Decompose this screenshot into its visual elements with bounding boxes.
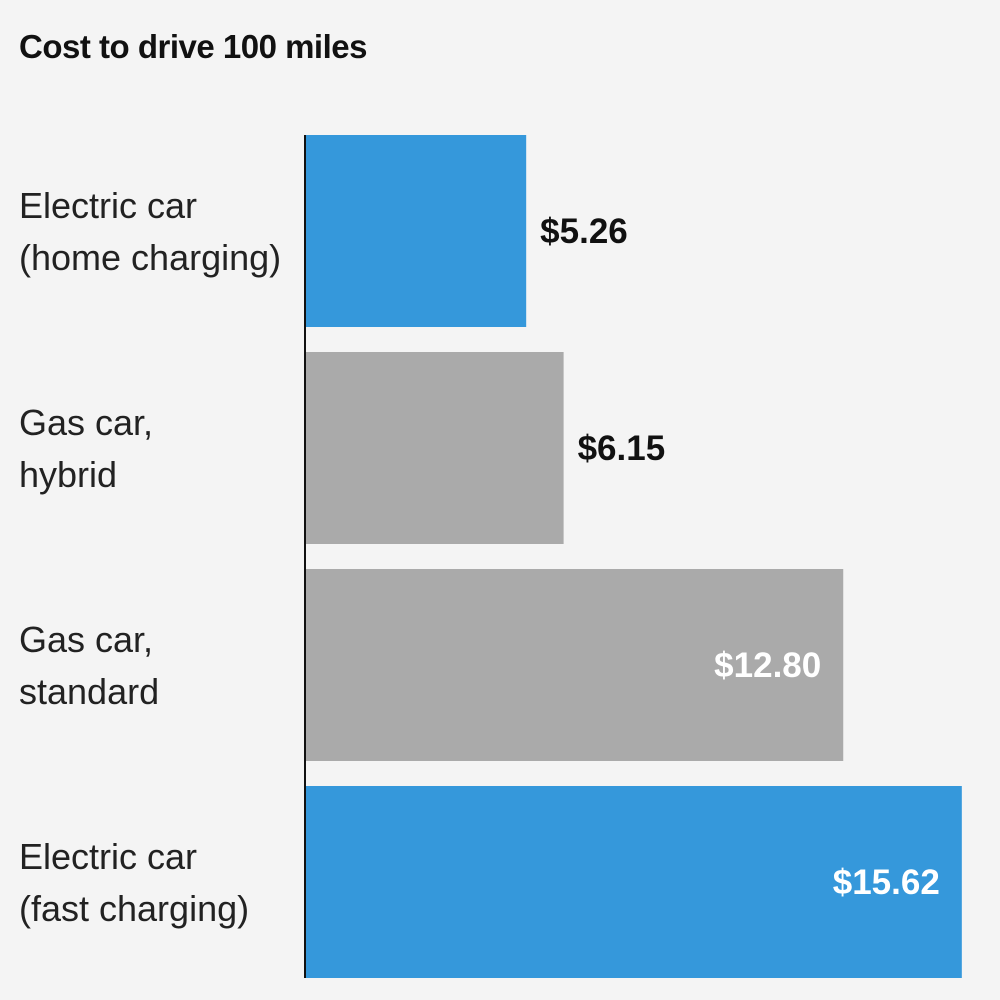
bar xyxy=(305,786,962,978)
category-label: hybrid xyxy=(19,454,117,495)
value-label: $12.80 xyxy=(714,646,821,685)
category-label: Gas car, xyxy=(19,619,153,660)
value-label: $6.15 xyxy=(578,429,666,468)
category-label: Electric car xyxy=(19,185,197,226)
category-label: Gas car, xyxy=(19,402,153,443)
bar xyxy=(305,352,564,544)
value-label: $5.26 xyxy=(540,212,628,251)
category-label: Electric car xyxy=(19,836,197,877)
category-label: standard xyxy=(19,671,159,712)
value-label: $15.62 xyxy=(833,863,940,902)
category-label: (fast charging) xyxy=(19,888,249,929)
bar xyxy=(305,569,844,761)
bar xyxy=(305,135,527,327)
category-label: (home charging) xyxy=(19,237,281,278)
chart-title: Cost to drive 100 miles xyxy=(19,28,367,65)
